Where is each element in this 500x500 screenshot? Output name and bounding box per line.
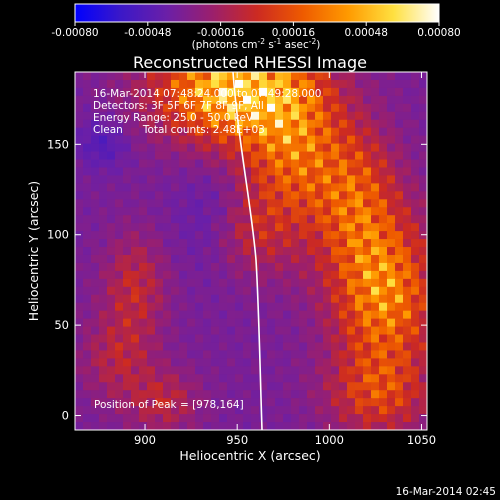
annotation-energy-range: Energy Range: 25.0 - 50.0 keV	[93, 112, 254, 124]
y-tick-label: 100	[47, 228, 69, 242]
y-tick-label: 0	[62, 409, 69, 423]
heatmap-image	[75, 72, 427, 430]
colorbar-unit-label: (photons cm-2 s-1 asec-2)	[192, 37, 321, 51]
y-axis-label: Heliocentric Y (arcsec)	[26, 181, 41, 321]
y-tick-label: 150	[47, 137, 69, 151]
x-axis-label: Heliocentric X (arcsec)	[179, 448, 320, 463]
annotation-time-range: 16-Mar-2014 07:48:24.000 to 07:49:28.000	[93, 88, 321, 100]
x-tick-label: 950	[226, 433, 248, 447]
solar-limb-curve	[232, 71, 263, 431]
plot-frame	[74, 71, 428, 431]
annotation-detectors: Detectors: 3F 5F 6F 7F 8F 9F, All	[93, 100, 264, 112]
colorbar-tick-label: -0.00048	[124, 27, 171, 39]
colorbar-tick-label: -0.00016	[197, 27, 245, 39]
colorbar-tick-label: 0.00080	[417, 27, 460, 39]
annotation-block: 16-Mar-2014 07:48:24.000 to 07:49:28.000…	[93, 88, 321, 136]
colorbar-ticks: -0.00080 -0.00048 -0.00016 0.00016 0.00048 0.…	[51, 22, 461, 39]
colorbar-tick-label: -0.00080	[51, 27, 98, 39]
footer-timestamp: 16-Mar-2014 02:45	[396, 486, 496, 498]
x-tick-label: 1000	[315, 433, 344, 447]
colorbar-tick-label: 0.00016	[272, 27, 316, 39]
y-tick-label: 50	[54, 318, 69, 332]
peak-position-label: Position of Peak = [978,164]	[94, 399, 244, 411]
x-tick-label: 1050	[407, 433, 436, 447]
chart-title: Reconstructed RHESSI Image	[133, 53, 367, 72]
colorbar-tick-label: 0.00048	[344, 27, 387, 39]
x-axis-ticks: 900 950 1000 1050	[134, 72, 436, 447]
colorbar	[74, 3, 440, 23]
x-tick-label: 900	[134, 433, 156, 447]
annotation-total-counts: Clean Total counts: 2.48E+03	[93, 124, 265, 136]
y-axis-ticks: 0 50 100 150	[47, 137, 427, 423]
